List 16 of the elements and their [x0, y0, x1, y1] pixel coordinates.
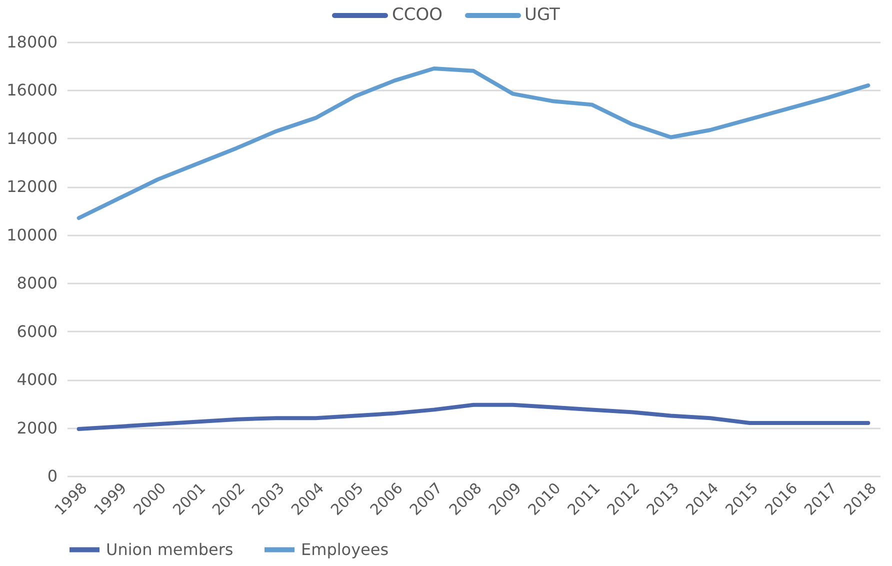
y-tick-label: 0 [47, 466, 58, 486]
y-tick-label: 16000 [6, 80, 58, 100]
y-tick-label: 8000 [16, 274, 58, 293]
y-tick-label: 14000 [6, 128, 58, 148]
legend-label: Employees [301, 540, 389, 559]
line-series [76, 66, 870, 220]
y-tick-label: 6000 [16, 322, 58, 341]
y-tick-label: 4000 [16, 370, 58, 390]
text: UGT [524, 5, 560, 25]
y-tick-label: 10000 [6, 225, 58, 244]
legend-label: Union members [106, 540, 234, 559]
line-series [76, 402, 870, 431]
y-tick-label: 2000 [16, 418, 58, 438]
text: CCOO [392, 5, 443, 25]
y-tick-label: 18000 [6, 32, 58, 52]
y-tick-label: 12000 [6, 177, 58, 196]
